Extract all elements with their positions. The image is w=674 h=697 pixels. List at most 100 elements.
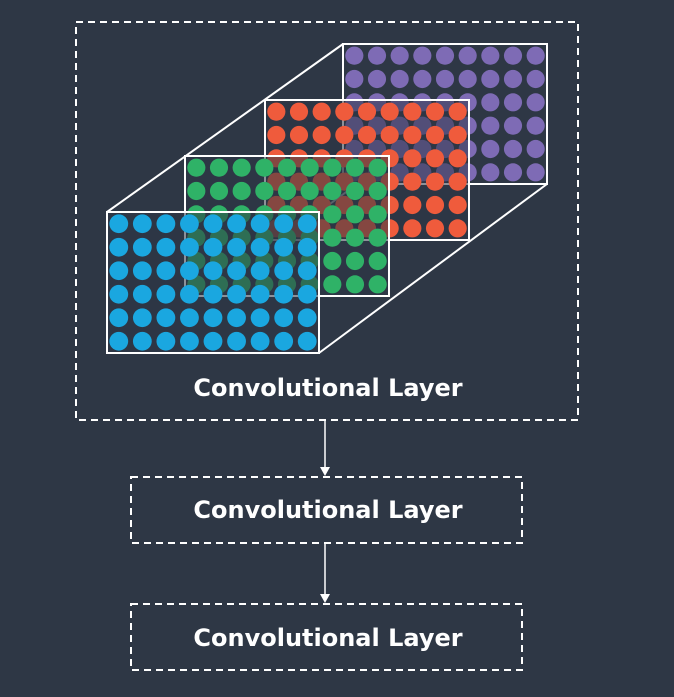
- red-map-dot: [425, 149, 445, 168]
- blue-map-dot: [132, 214, 152, 234]
- purple-map-dot: [481, 163, 500, 182]
- purple-map-dot: [345, 46, 364, 65]
- blue-map-dot: [156, 214, 176, 234]
- blue-map-dot: [250, 308, 270, 328]
- green-map-dot: [300, 181, 319, 201]
- red-map-dot: [403, 195, 422, 215]
- arrow-2-head: [320, 594, 330, 603]
- green-map-dot: [323, 275, 342, 294]
- depth-edge-bottom-right: [318, 183, 548, 354]
- blue-map-dot: [156, 308, 176, 328]
- blue-map-dot: [274, 284, 294, 304]
- green-map-dot: [277, 158, 297, 177]
- red-map-dot: [448, 172, 467, 191]
- red-map-dot: [403, 172, 422, 191]
- blue-map-dot: [227, 214, 246, 234]
- red-map-dot: [448, 195, 467, 215]
- layer-2-label: Convolutional Layer: [193, 496, 462, 524]
- green-map-dot: [368, 275, 387, 294]
- purple-map-dot: [481, 69, 500, 89]
- green-map-dot: [345, 205, 365, 224]
- blue-map-dot: [274, 237, 294, 257]
- blue-map-dot: [250, 237, 270, 257]
- blue-map-dot: [227, 308, 246, 328]
- red-map-dot: [425, 172, 445, 191]
- blue-map-dot: [203, 261, 223, 281]
- red-map-dot: [312, 125, 331, 145]
- blue-map-dot: [274, 214, 294, 234]
- blue-map-dot: [180, 308, 199, 328]
- blue-map-dot: [297, 284, 317, 304]
- blue-map-dot: [132, 284, 152, 304]
- plane-fill-blue: [107, 212, 319, 353]
- purple-map-dot: [367, 46, 387, 65]
- green-map-dot: [323, 181, 342, 201]
- blue-map-dot: [180, 261, 199, 281]
- red-map-dot: [403, 219, 422, 238]
- purple-map-dot: [435, 69, 455, 89]
- red-map-dot: [425, 219, 445, 238]
- layer-3-box: [130, 603, 523, 671]
- plane-frame-blue: [106, 211, 320, 354]
- blue-map-dot: [227, 284, 246, 304]
- blue-map-dot: [274, 308, 294, 328]
- blue-map-dot: [250, 261, 270, 281]
- red-map-dot: [425, 195, 445, 215]
- arrow-2: [320, 544, 330, 603]
- purple-map-dot: [503, 46, 523, 65]
- purple-map-dot: [526, 69, 545, 89]
- red-map-dot: [425, 102, 445, 121]
- blue-map-dot: [109, 284, 129, 304]
- depth-edge-top-left: [106, 43, 344, 213]
- green-map-dot: [209, 158, 229, 177]
- purple-map-dot: [367, 69, 387, 89]
- purple-map-dot: [390, 69, 409, 89]
- purple-map-dot: [458, 69, 477, 89]
- blue-map-dot: [132, 237, 152, 257]
- blue-map-dot: [132, 261, 152, 281]
- blue-map-dot: [180, 214, 199, 234]
- blue-map-dot: [109, 308, 129, 328]
- red-map-dot: [357, 102, 377, 121]
- red-map-dot: [380, 125, 399, 145]
- purple-map-dot: [481, 139, 500, 159]
- purple-map-dot: [345, 69, 364, 89]
- green-map-dot: [187, 181, 206, 201]
- purple-map-dot: [503, 93, 523, 112]
- purple-map-dot: [390, 46, 409, 65]
- blue-map-dot: [297, 214, 317, 234]
- blue-map-dot: [227, 237, 246, 257]
- blue-map-dot: [156, 237, 176, 257]
- green-map-dot: [277, 181, 297, 201]
- green-map-dot: [345, 228, 365, 247]
- layer-3-label: Convolutional Layer: [193, 624, 462, 652]
- red-map-dot: [403, 149, 422, 168]
- blue-map-dot: [156, 331, 176, 351]
- blue-map-dot: [227, 331, 246, 351]
- green-map-dot: [209, 181, 229, 201]
- purple-map-dot: [526, 163, 545, 182]
- green-map-dot: [323, 251, 342, 271]
- blue-map-dot: [203, 237, 223, 257]
- blue-map-dot: [109, 331, 129, 351]
- blue-map-dot: [250, 331, 270, 351]
- purple-map-dot: [503, 116, 523, 135]
- purple-map-dot: [526, 46, 545, 65]
- blue-map-dot: [109, 214, 129, 234]
- red-map-dot: [448, 125, 467, 145]
- blue-map-dot: [297, 308, 317, 328]
- blue-map-dot: [297, 237, 317, 257]
- green-map-dot: [255, 158, 274, 177]
- blue-map-dot: [180, 237, 199, 257]
- main-layer-box: [75, 21, 579, 421]
- green-map-dot: [232, 158, 251, 177]
- green-map-dot: [323, 205, 342, 224]
- blue-map-dot: [180, 331, 199, 351]
- red-map-dot: [335, 102, 354, 121]
- green-map-dot: [323, 158, 342, 177]
- red-map-dot: [448, 102, 467, 121]
- feature-map-blue: [106, 211, 320, 354]
- blue-map-dot: [274, 261, 294, 281]
- red-map-dot: [425, 125, 445, 145]
